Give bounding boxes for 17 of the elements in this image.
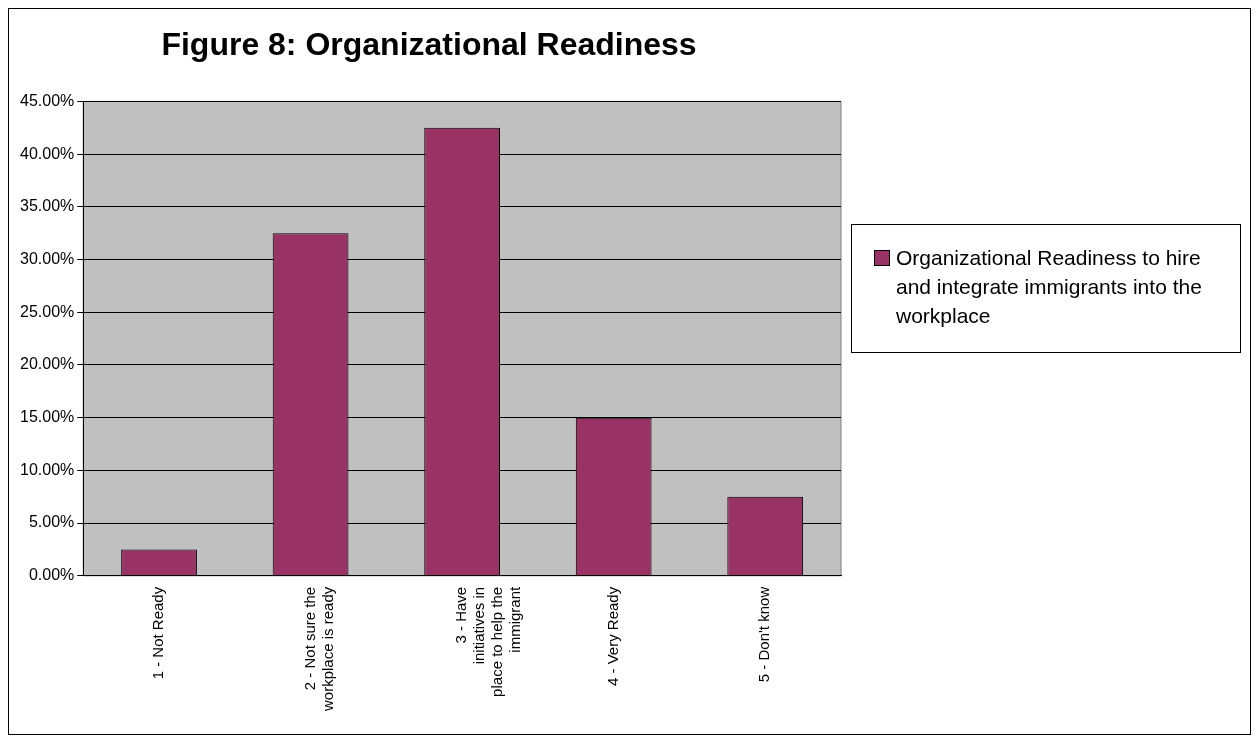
y-tick-label: 35.00% [20, 197, 75, 215]
y-tick-label: 40.00% [20, 144, 75, 162]
x-tick-label: 2 - Not sure the workplace is ready [300, 586, 336, 712]
x-tick-label: 1 - Not Ready [149, 586, 167, 680]
y-tick-label: 20.00% [20, 355, 75, 373]
y-tick-label: 45.00% [20, 91, 75, 109]
x-tick-label: 3 - Have initiatives in place to help the immigrant [452, 585, 524, 697]
legend-label: Organizational Readiness to hire and integrate immigrants into the workplace [896, 245, 1203, 329]
y-tick-label: 30.00% [20, 249, 75, 267]
y-tick-label: 5.00% [28, 513, 75, 531]
chart-title: Figure 8: Organizational Readiness [161, 26, 697, 63]
y-tick-label: 25.00% [20, 302, 75, 320]
y-tick-label: 15.00% [20, 408, 75, 426]
x-tick-label: 5 - Don't know [755, 586, 773, 683]
x-tick-label: 4 - Very Ready [603, 586, 621, 686]
y-tick-label: 10.00% [20, 460, 75, 478]
y-tick-label: 0.00% [28, 566, 75, 584]
